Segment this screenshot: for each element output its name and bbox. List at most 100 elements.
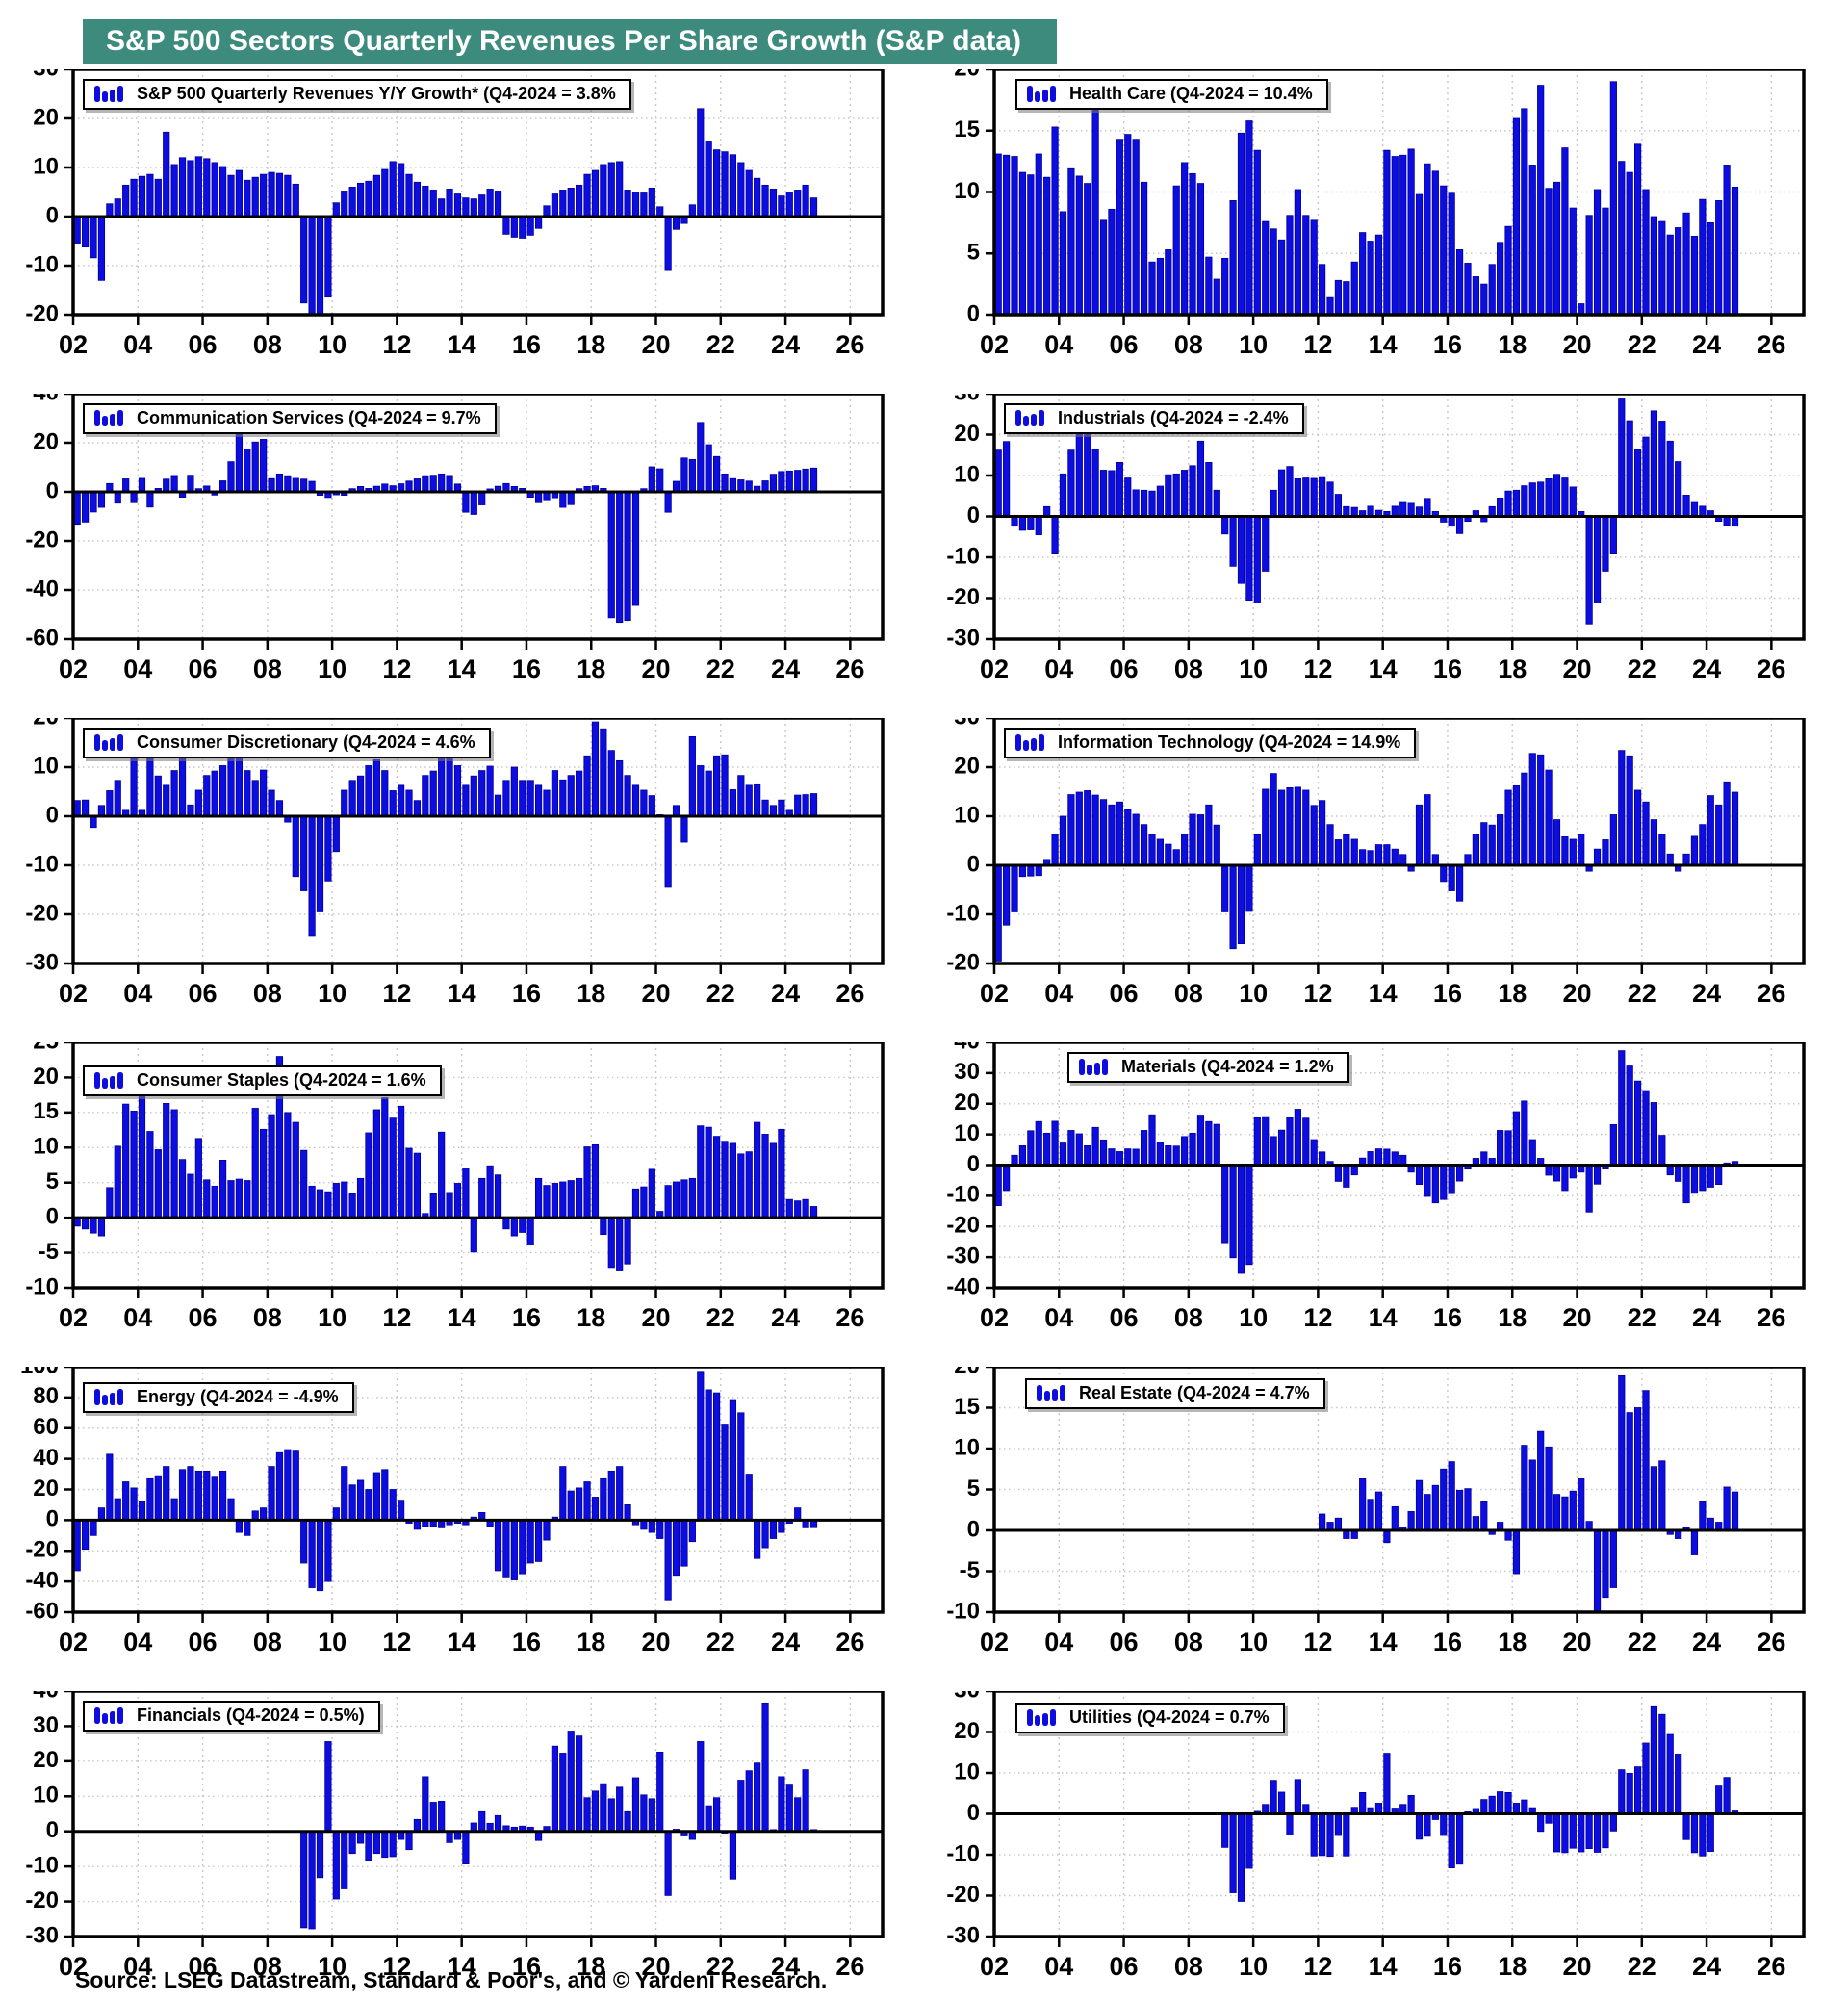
x-tick-label: 16 — [1433, 654, 1462, 683]
x-tick-label: 06 — [189, 1952, 218, 1981]
x-tick-label: 18 — [1498, 654, 1527, 683]
y-tick-label: 30 — [954, 718, 980, 730]
x-tick-label: 10 — [1239, 1628, 1268, 1656]
information-technology-chart: -20 -10 0 10 20 30 02 04 06 08 10 12 14 16 18 20 22 24 26 I… — [935, 704, 1830, 1018]
industrials-chart: -30 -20 -10 0 10 20 30 02 04 06 08 10 12 14 16 18 20 22 24… — [935, 379, 1830, 694]
y-tick-label: 10 — [954, 1758, 980, 1784]
y-tick-label: 10 — [954, 1120, 980, 1146]
x-tick-label: 14 — [1369, 654, 1398, 683]
x-tick-label: 22 — [1628, 1303, 1656, 1332]
utilities-plot: -30 -20 -10 0 10 20 30 02 04 06 08 10 12 14 16 18 20 22 24… — [946, 1677, 1806, 1981]
x-tick-label: 14 — [448, 1952, 476, 1981]
x-tick-label: 10 — [1239, 1952, 1268, 1981]
x-tick-label: 04 — [123, 330, 152, 359]
x-tick-label: 26 — [835, 330, 864, 359]
x-tick-label: 14 — [1369, 1628, 1398, 1656]
x-tick-label: 24 — [1692, 979, 1721, 1008]
y-tick-label: 20 — [33, 1747, 59, 1773]
y-tick-label: 5 — [46, 1168, 59, 1194]
utilities-legend: Utilities (Q4-2024 = 0.7% — [1015, 1703, 1285, 1733]
bar-series-icon — [1027, 1708, 1056, 1726]
vertical-gridlines — [137, 69, 852, 315]
x-tick-label: 02 — [980, 654, 1009, 683]
y-tick-label: -10 — [946, 1840, 980, 1866]
bar-series-icon — [94, 1388, 123, 1405]
bar-series-icon — [1079, 1058, 1108, 1075]
consumer-discretionary-legend: Consumer Discretionary (Q4-2024 = 4.6% — [83, 728, 491, 758]
y-tick-label: 20 — [33, 104, 59, 130]
x-tick-label: 06 — [1110, 330, 1139, 359]
y-tick-label: 30 — [954, 1059, 980, 1085]
x-tick-label: 22 — [706, 1628, 735, 1656]
y-tick-label: 10 — [954, 461, 980, 487]
x-tick-label: 08 — [253, 330, 282, 359]
x-tick-label: 12 — [1303, 1952, 1332, 1981]
x-tick-label: 16 — [1433, 1303, 1462, 1332]
x-tick-label: 24 — [771, 1303, 800, 1332]
x-tick-label: 04 — [123, 1628, 152, 1656]
x-tick-label: 02 — [980, 1628, 1009, 1656]
x-tick-label: 08 — [1174, 979, 1203, 1008]
y-tick-label: 0 — [46, 1506, 59, 1532]
x-tick-label: 06 — [189, 1628, 218, 1656]
x-tick-label: 26 — [835, 654, 864, 683]
x-axis: 02 04 06 08 10 12 14 16 18 20 22 24 26 — [59, 639, 864, 683]
y-tick-label: -5 — [960, 1557, 980, 1583]
y-tick-label: -5 — [38, 1239, 59, 1265]
legend-label: S&P 500 Quarterly Revenues Y/Y Growth* (… — [137, 84, 616, 103]
x-tick-label: 14 — [1369, 330, 1398, 359]
x-tick-label: 20 — [1562, 330, 1591, 359]
x-tick-label: 22 — [706, 330, 735, 359]
y-axis: -10 -5 0 5 10 15 20 25 — [25, 1028, 73, 1299]
vertical-gridlines — [137, 1691, 852, 1937]
y-tick-label: 20 — [954, 1718, 980, 1744]
y-tick-label: 0 — [967, 300, 980, 326]
bars — [994, 1050, 1739, 1274]
x-axis: 02 04 06 08 10 12 14 16 18 20 22 24 26 — [59, 1612, 864, 1656]
x-tick-label: 22 — [706, 1303, 735, 1332]
y-tick-label: 0 — [967, 851, 980, 877]
x-tick-label: 16 — [1433, 1628, 1462, 1656]
x-tick-label: 10 — [1239, 654, 1268, 683]
x-tick-label: 08 — [1174, 1628, 1203, 1656]
x-tick-label: 26 — [1757, 1303, 1785, 1332]
y-tick-label: 20 — [954, 421, 980, 447]
y-tick-label: 5 — [967, 1476, 980, 1502]
financials-chart: -30 -20 -10 0 10 20 30 40 02 04 06 08 10 12 14 16 18 20 22… — [13, 1677, 909, 1991]
y-tick-label: 30 — [33, 69, 59, 81]
legend-label: Industrials (Q4-2024 = -2.4% — [1058, 408, 1289, 427]
y-tick-label: -30 — [946, 1922, 980, 1948]
y-tick-label: 30 — [954, 394, 980, 405]
y-tick-label: 5 — [967, 240, 980, 266]
y-tick-label: 30 — [954, 1691, 980, 1703]
y-tick-label: 30 — [33, 1712, 59, 1738]
x-tick-label: 12 — [382, 654, 411, 683]
y-tick-label: -10 — [946, 900, 980, 926]
y-tick-label: 0 — [46, 1817, 59, 1843]
x-tick-label: 16 — [512, 979, 541, 1008]
x-tick-label: 18 — [1498, 1303, 1527, 1332]
x-tick-label: 24 — [771, 1952, 800, 1981]
x-tick-label: 06 — [1110, 979, 1139, 1008]
x-tick-label: 18 — [1498, 1628, 1527, 1656]
y-tick-label: 10 — [954, 1434, 980, 1460]
x-tick-label: 20 — [641, 654, 670, 683]
y-tick-label: -60 — [25, 1598, 59, 1624]
y-tick-label: -20 — [946, 1882, 980, 1908]
y-tick-label: -60 — [25, 625, 59, 651]
x-tick-label: 04 — [1044, 330, 1073, 359]
x-tick-label: 04 — [123, 1952, 152, 1981]
bar-series-icon — [94, 1071, 123, 1089]
consumer-staples-chart: -10 -5 0 5 10 15 20 25 02 04 06 08 10 12 14 16 18 20 22 24 2… — [13, 1028, 909, 1343]
y-tick-label: -20 — [946, 584, 980, 610]
x-tick-label: 24 — [1692, 1303, 1721, 1332]
x-tick-label: 24 — [771, 979, 800, 1008]
y-tick-label: 100 — [20, 1367, 59, 1378]
legend-label: Real Estate (Q4-2024 = 4.7% — [1079, 1383, 1310, 1402]
x-tick-label: 22 — [1628, 1952, 1656, 1981]
x-tick-label: 12 — [382, 1628, 411, 1656]
y-tick-label: 20 — [33, 1064, 59, 1090]
y-tick-label: -20 — [25, 300, 59, 326]
real-estate-plot: -10 -5 0 5 10 15 20 02 04 06 08 10 12 14 16 18 20 22 24 26 — [946, 1352, 1806, 1656]
x-tick-label: 02 — [980, 1952, 1009, 1981]
